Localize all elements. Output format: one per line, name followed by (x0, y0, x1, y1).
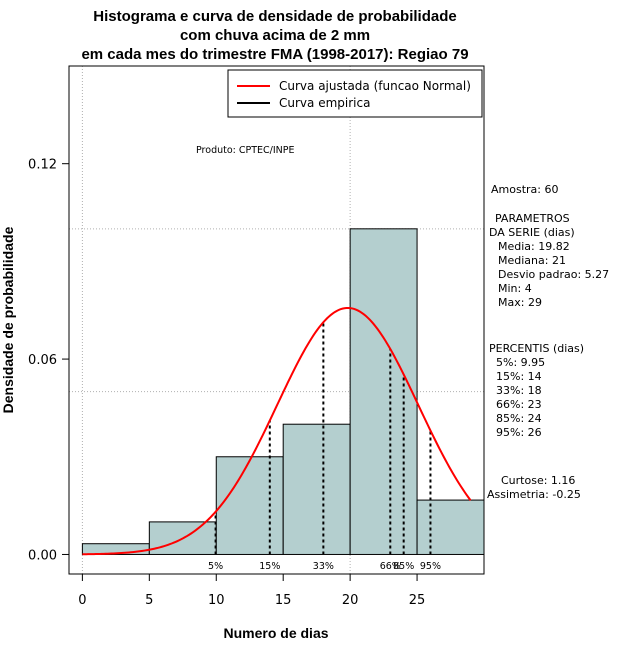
x-tick-label-4: 20 (342, 593, 359, 608)
stat-min: Min: 4 (498, 282, 532, 295)
stat-p66: 66%: 23 (496, 398, 542, 411)
percentile-label-4: 85% (393, 561, 414, 572)
chart-title-line-3: em cada mes do trimestre FMA (1998-2017)… (81, 46, 468, 63)
product-annotation: Produto: CPTEC/INPE (196, 145, 295, 156)
stats-panel: Amostra: 60 PARAMETROS DA SERIE (dias) M… (487, 183, 609, 501)
histogram-bar-3 (282, 423, 351, 555)
percentile-label-1: 15% (259, 561, 280, 572)
histogram-bar-4 (349, 228, 418, 555)
stat-params-title-1: PARAMETROS (495, 212, 570, 225)
stat-max: Max: 29 (498, 296, 542, 309)
stat-mean: Media: 19.82 (498, 240, 570, 253)
stat-p85: 85%: 24 (496, 412, 542, 425)
y-tick-label-2: 0.12 (28, 158, 57, 173)
x-tick-label-0: 0 (78, 593, 86, 608)
stat-p33: 33%: 18 (496, 384, 542, 397)
chart-title-line-1: Histograma e curva de densidade de proba… (93, 8, 456, 25)
histogram-bar-5 (416, 499, 485, 555)
chart-title-line-2: com chuva acima de 2 mm (180, 27, 370, 44)
stat-percentiles-title: PERCENTIS (dias) (489, 342, 584, 355)
percentile-label-2: 33% (313, 561, 334, 572)
x-tick-label-5: 25 (409, 593, 426, 608)
x-tick-label-2: 10 (208, 593, 225, 608)
percentile-lines-layer: 5% 15% 33% 66%85% 95% (208, 322, 441, 572)
y-axis-title: Densidade de probabilidade (0, 226, 16, 413)
percentile-label-0: 5% (208, 561, 223, 572)
stat-kurtosis: Curtose: 1.16 (501, 474, 575, 487)
legend: Curva ajustada (funcao Normal) Curva emp… (227, 69, 483, 118)
stat-p95: 95%: 26 (496, 426, 542, 439)
axes-layer: 0 5 10 15 20 25 0.00 0.06 0.12 (28, 158, 425, 608)
curve-layer (82, 306, 472, 556)
legend-box (227, 69, 483, 118)
percentile-label-3: 66% (380, 561, 401, 572)
x-axis-title: Numero de dias (223, 625, 328, 641)
stat-params-title-2: DA SERIE (dias) (489, 226, 575, 239)
stat-sample-size: Amostra: 60 (491, 183, 558, 196)
stat-skewness: Assimetria: -0.25 (487, 488, 581, 501)
stat-p15: 15%: 14 (496, 370, 542, 383)
x-tick-label-1: 5 (145, 593, 153, 608)
percentile-label-5: 95% (420, 561, 441, 572)
legend-label-fit: Curva ajustada (funcao Normal) (279, 79, 471, 93)
x-tick-label-3: 15 (275, 593, 292, 608)
stat-p5: 5%: 9.95 (496, 356, 545, 369)
stat-median: Mediana: 21 (498, 254, 566, 267)
y-tick-label-0: 0.00 (28, 548, 57, 563)
y-tick-label-1: 0.06 (28, 353, 57, 368)
normal-fit-curve (82, 306, 472, 556)
legend-label-empirical: Curva empirica (279, 96, 370, 110)
stat-stddev: Desvio padrao: 5.27 (498, 268, 609, 281)
histogram-bar-2 (215, 456, 284, 555)
bars-layer (81, 228, 485, 555)
